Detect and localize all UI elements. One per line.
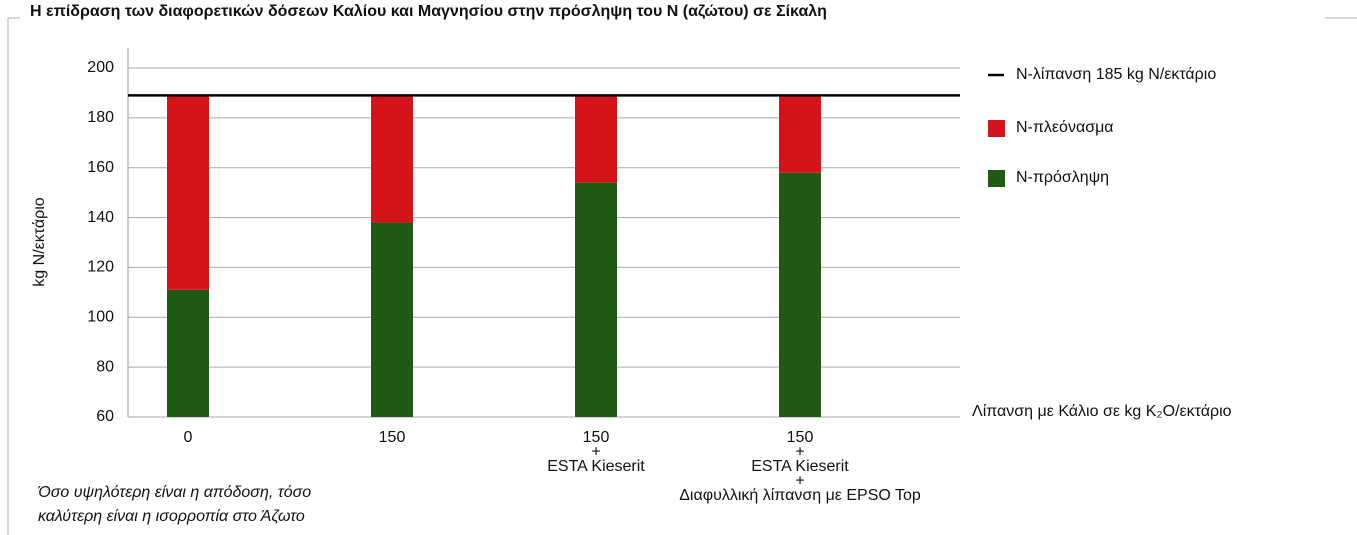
frame — [7, 17, 1357, 535]
legend-label: Ν-λίπανση 185 kg N/εκτάριο — [1016, 66, 1216, 83]
x-tick-label: Διαφυλλική λίπανση με EPSO Top — [679, 487, 921, 504]
y-tick-label: 140 — [87, 209, 114, 226]
x-tick-label: + — [591, 444, 600, 461]
x-tick-label: 150 — [379, 429, 406, 446]
y-tick-label: 60 — [96, 408, 114, 425]
bar-segment — [575, 182, 617, 417]
bar-segment — [167, 289, 209, 417]
y-tick-label: 80 — [96, 358, 114, 375]
note-line: καλύτερη είναι η ισορροπία στο Άζωτο — [38, 508, 305, 525]
note-line: Όσο υψηλότερη είναι η απόδοση, τόσο — [37, 484, 311, 501]
bar-segment — [167, 95, 209, 290]
bar-segment — [575, 95, 617, 183]
legend-swatch — [988, 170, 1005, 187]
y-tick-label: 120 — [87, 259, 114, 276]
chart-title: Η επίδραση των διαφορετικών δόσεων Καλίο… — [30, 3, 827, 20]
legend-swatch — [988, 120, 1005, 137]
y-tick-label: 100 — [87, 309, 114, 326]
bar-segment — [779, 172, 821, 417]
y-tick-label: 160 — [87, 159, 114, 176]
y-axis-label: kg N/εκτάριο — [31, 197, 48, 286]
x-tick-label: + — [795, 444, 804, 461]
x-tick-label: 150 — [787, 429, 814, 446]
y-tick-label: 180 — [87, 109, 114, 126]
legend-label: Ν-πλεόνασμα — [1016, 119, 1114, 136]
x-tick-label: 150 — [583, 429, 610, 446]
x-tick-label: ESTA Kieserit — [547, 458, 645, 475]
x-tick-label: + — [795, 473, 804, 490]
x-tick-label: 0 — [184, 429, 193, 446]
bar-segment — [779, 95, 821, 173]
bar-segment — [371, 222, 413, 417]
y-tick-label: 200 — [87, 59, 114, 76]
x-tick-label: ESTA Kieserit — [751, 458, 849, 475]
legend-label: Ν-πρόσληψη — [1016, 169, 1109, 186]
x-axis-label: Λίπανση με Κάλιο σε kg K₂O/εκτάριο — [972, 403, 1232, 420]
bar-segment — [371, 95, 413, 223]
